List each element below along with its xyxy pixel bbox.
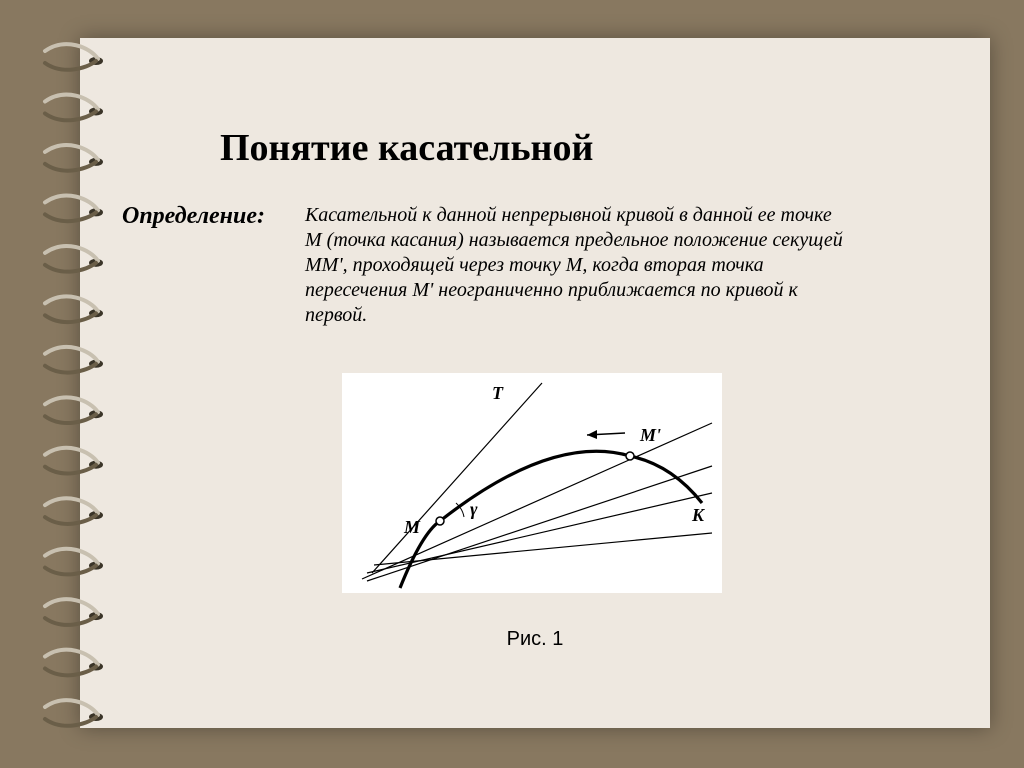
viewport: Понятие касательной Определение: Касател… (0, 0, 1024, 768)
svg-text:K: K (691, 505, 706, 525)
svg-text:γ: γ (470, 499, 478, 519)
slide: Понятие касательной Определение: Касател… (80, 38, 990, 728)
slide-title: Понятие касательной (220, 126, 593, 170)
figure-caption: Рис. 1 (80, 628, 990, 651)
figure-svg: T M M' Kγ (342, 373, 722, 593)
svg-text:M: M (403, 517, 421, 537)
definition-text: Касательной к данной непрерывной кривой … (305, 203, 845, 328)
svg-text:M': M' (639, 425, 661, 445)
svg-text:T: T (492, 383, 504, 403)
definition-label: Определение: (122, 203, 265, 230)
tangent-figure: T M M' Kγ (342, 373, 722, 593)
